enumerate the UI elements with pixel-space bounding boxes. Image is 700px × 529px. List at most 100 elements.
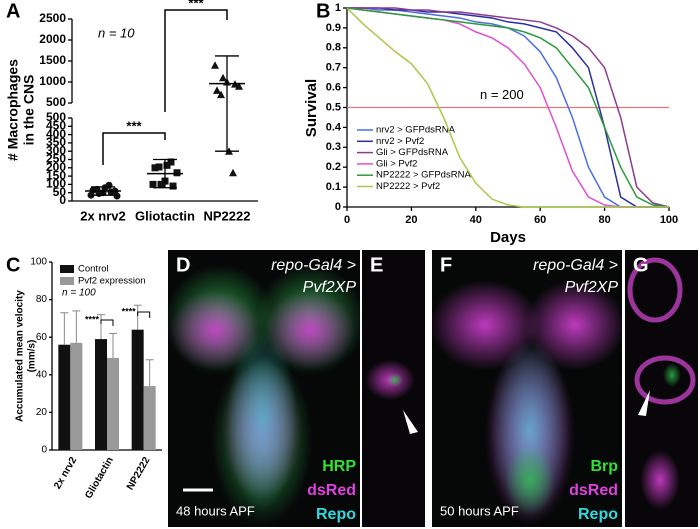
significance-bracket xyxy=(100,319,114,326)
x-tick-label: Gliotactin xyxy=(83,455,116,500)
survival-line xyxy=(346,7,670,208)
annotation: n = 10 xyxy=(98,25,135,40)
x-tick-label: 100 xyxy=(660,214,678,226)
y-tick-label: 0.1 xyxy=(326,181,341,193)
micrograph-title: Pvf2XP xyxy=(565,279,619,296)
annotation: n = 200 xyxy=(480,87,524,102)
tissue xyxy=(170,290,260,370)
point xyxy=(219,73,227,82)
tissue xyxy=(627,257,683,323)
bar xyxy=(107,357,119,450)
tissue xyxy=(430,280,540,370)
y-tick-label: 2500 xyxy=(39,11,66,25)
survival-line xyxy=(347,7,670,208)
y-tick-label: 0.9 xyxy=(326,22,341,34)
legend-swatch xyxy=(60,265,74,273)
y-tick-label: 20 xyxy=(36,407,48,418)
stage-label: 48 hours APF xyxy=(176,503,255,518)
y-axis-label: Survival xyxy=(303,79,320,137)
significance-bracket xyxy=(102,132,166,165)
bar xyxy=(58,344,71,450)
point xyxy=(157,180,165,188)
point xyxy=(167,158,175,166)
y-tick-label: 80 xyxy=(36,294,48,305)
stain-label: Repo xyxy=(316,506,356,523)
x-axis-label: Days xyxy=(490,229,526,246)
y-tick-label: 500 xyxy=(46,110,66,124)
point xyxy=(217,90,225,99)
y-tick-label: 150 xyxy=(46,168,66,182)
micrographs xyxy=(165,250,698,527)
survival-line xyxy=(347,7,669,208)
significance-label: **** xyxy=(85,314,100,324)
legend-label: Gli > GFPdsRNA xyxy=(376,147,449,158)
significance-bracket xyxy=(164,9,228,112)
x-tick-label: NP2222 xyxy=(125,455,153,492)
y-tick-label: 0.2 xyxy=(326,161,341,173)
tissue xyxy=(227,330,297,510)
legend-label: NP2222 > Pvf2 xyxy=(376,181,440,192)
legend-label: Control xyxy=(78,264,109,275)
tissue xyxy=(634,355,696,405)
y-tick-label: 0 xyxy=(41,445,47,456)
panel-letter: A xyxy=(6,0,20,22)
y-tick-label: 0.8 xyxy=(326,42,341,54)
point xyxy=(235,82,243,90)
point xyxy=(151,164,159,172)
arrowhead xyxy=(638,390,650,416)
y-tick-label: 400 xyxy=(46,127,66,141)
point xyxy=(211,61,219,69)
y-tick-label: 1000 xyxy=(39,74,66,88)
point xyxy=(229,168,237,177)
point xyxy=(173,169,181,177)
x-tick-label: 60 xyxy=(534,214,546,226)
point xyxy=(105,181,113,189)
y-axis-label: Accumulated mean velocity xyxy=(15,290,26,422)
micrograph-title: Pvf2XP xyxy=(303,279,357,296)
y-tick-label: 50 xyxy=(53,185,67,199)
y-tick-label: 250 xyxy=(46,152,66,166)
stain-label: Repo xyxy=(578,506,618,523)
y-tick-label: 60 xyxy=(36,332,48,343)
panel-letter: D xyxy=(176,254,190,276)
y-tick-label: 100 xyxy=(30,257,47,268)
x-tick-label: NP2222 xyxy=(204,208,251,223)
y-tick-label: 0.3 xyxy=(326,141,341,153)
legend-label: nrv2 > Pvf2 xyxy=(376,136,424,147)
tissue xyxy=(387,373,403,387)
significance-bracket xyxy=(137,311,151,318)
panel-letter: F xyxy=(440,254,452,276)
bar xyxy=(131,329,144,450)
survival-line xyxy=(346,7,669,208)
point xyxy=(163,161,171,169)
point xyxy=(113,192,121,200)
tissue xyxy=(663,363,681,387)
micrograph-title: repo-Gal4 > xyxy=(533,257,618,274)
x-tick-label: 0 xyxy=(344,214,350,226)
stain-label: Brp xyxy=(590,458,618,475)
stage-label: 50 hours APF xyxy=(440,503,519,518)
panel-letter: C xyxy=(6,254,20,276)
y-tick-label: 0.6 xyxy=(326,82,341,94)
legend-label: NP2222 > GFPdsRNA xyxy=(376,170,471,181)
tissue xyxy=(640,450,680,510)
x-tick-label: 80 xyxy=(598,214,610,226)
y-tick-label: 200 xyxy=(46,160,66,174)
x-tick-label: 2x nrv2 xyxy=(80,208,126,223)
y-tick-label: 0.7 xyxy=(326,62,341,74)
y-tick-label: 1500 xyxy=(39,53,66,67)
micrograph-title: repo-Gal4 > xyxy=(271,257,356,274)
panel-letter: B xyxy=(316,0,330,22)
y-tick-label: 40 xyxy=(36,369,48,380)
bar xyxy=(143,386,156,450)
point xyxy=(155,163,163,171)
legend-label: Gli > Pvf2 xyxy=(376,158,417,169)
y-tick-label: 0.5 xyxy=(326,101,341,113)
y-tick-label: 1 xyxy=(335,2,341,14)
significance-label: **** xyxy=(122,306,137,316)
y-tick-label: 350 xyxy=(46,135,66,149)
bar xyxy=(95,339,107,450)
arrowhead xyxy=(403,410,418,434)
y-tick-label: 0.4 xyxy=(326,121,342,133)
